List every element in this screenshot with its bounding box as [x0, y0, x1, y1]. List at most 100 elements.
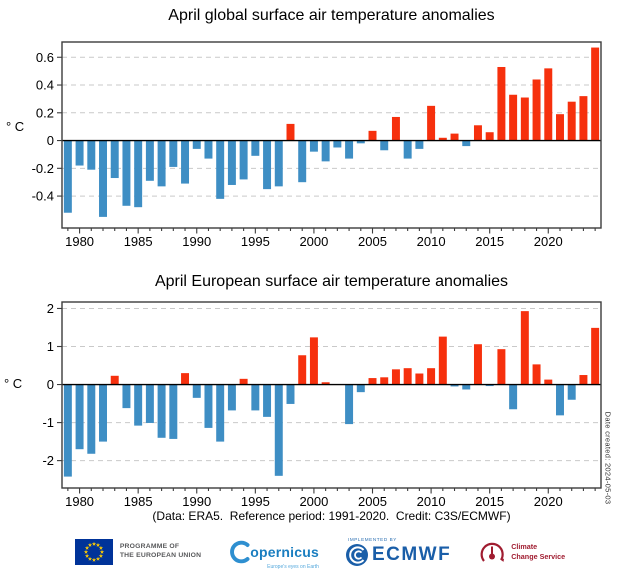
- bar-2023: [579, 375, 588, 385]
- bar-1983: [110, 140, 119, 179]
- bar-1994: [239, 140, 248, 180]
- bar-2012: [450, 133, 459, 141]
- bars: [63, 47, 600, 217]
- bar-1996: [263, 140, 272, 190]
- global-y-axis-label: ° C: [6, 119, 25, 134]
- svg-text:1: 1: [47, 339, 54, 354]
- bar-1994: [239, 378, 248, 385]
- bar-2019: [532, 364, 541, 385]
- bar-1997: [274, 384, 283, 476]
- ecmwf-wordmark: ECMWF: [371, 544, 452, 565]
- bar-2017: [509, 384, 518, 410]
- bar-1986: [145, 384, 154, 423]
- svg-text:2000: 2000: [299, 494, 328, 509]
- bar-1981: [87, 384, 96, 454]
- bar-2023: [579, 96, 588, 141]
- eu-programme-line1: PROGRAMME OF: [119, 543, 180, 551]
- bar-1993: [227, 140, 236, 185]
- eu-programme-line2: THE EUROPEAN UNION: [119, 552, 202, 559]
- climate-change-service-logo: Climate Change Service: [477, 537, 565, 567]
- svg-text:0.4: 0.4: [36, 78, 54, 93]
- bar-2000: [309, 337, 318, 385]
- bar-2017: [509, 94, 518, 141]
- c3s-label-line2: Change Service: [511, 552, 566, 561]
- bar-2006: [380, 140, 389, 151]
- bar-2014: [473, 344, 482, 385]
- bar-1991: [204, 140, 213, 159]
- bar-1992: [216, 140, 225, 199]
- bar-2018: [520, 311, 529, 385]
- bar-2008: [403, 140, 412, 159]
- svg-text:2015: 2015: [475, 494, 504, 509]
- bar-2021: [556, 114, 564, 141]
- bar-1998: [286, 123, 295, 141]
- bar-2003: [345, 384, 354, 425]
- bar-1995: [251, 140, 260, 156]
- bar-2001: [321, 140, 330, 162]
- bar-2020: [544, 68, 553, 141]
- bar-2020: [544, 379, 553, 385]
- european-y-axis-label: ° C: [4, 376, 23, 391]
- bar-2019: [532, 79, 541, 141]
- bar-1999: [298, 355, 307, 385]
- bar-1982: [99, 384, 107, 442]
- svg-text:2010: 2010: [417, 494, 446, 509]
- bar-2002: [333, 140, 342, 148]
- copernicus-wordmark: opernicus: [250, 544, 319, 560]
- svg-text:-1: -1: [42, 415, 54, 430]
- c3s-thermometer-icon: [480, 542, 505, 562]
- svg-text:-0.4: -0.4: [32, 189, 54, 204]
- svg-text:0: 0: [47, 377, 54, 392]
- global-anomalies-bar-chart: 0.6 0.4 0.2 0 -0.2 -0.4 1980 1985 1990 1995 2000 20…: [32, 41, 602, 249]
- bar-1995: [251, 384, 260, 411]
- bar-2009: [415, 140, 424, 149]
- bar-1990: [192, 384, 201, 398]
- c3s-label-line1: Climate: [511, 542, 538, 552]
- bar-2007: [391, 116, 400, 141]
- bar-2004: [356, 384, 365, 393]
- bar-1998: [286, 384, 295, 404]
- bar-2013: [462, 140, 471, 147]
- svg-text:-2: -2: [42, 453, 54, 468]
- svg-text:0.6: 0.6: [36, 50, 54, 65]
- copernicus-tagline: Europe's eyes on Earth: [267, 564, 319, 570]
- svg-text:2020: 2020: [534, 494, 563, 509]
- bar-1979: [63, 140, 72, 213]
- ecmwf-logo: IMPLEMENTED BY ECMWF: [345, 537, 451, 567]
- c3s-label: Climate Change Service: [511, 542, 565, 561]
- bar-1981: [87, 140, 96, 170]
- y-axis-ticks: 2 1 0 -1 -2: [42, 301, 62, 468]
- svg-text:1980: 1980: [65, 234, 94, 249]
- bar-1988: [169, 384, 178, 439]
- bar-1980: [75, 140, 84, 166]
- x-axis-ticks: 1980 1985 1990 1995 2000 2005 2010 2015 2020: [65, 488, 596, 509]
- bar-1997: [274, 140, 283, 187]
- bar-1980: [75, 384, 84, 450]
- bar-1996: [263, 384, 272, 417]
- bar-1983: [110, 375, 119, 385]
- copernicus-swoosh-icon: [230, 540, 250, 564]
- bar-2024: [591, 327, 600, 385]
- bar-1979: [63, 384, 72, 477]
- y-axis-ticks: 0.6 0.4 0.2 0 -0.2 -0.4: [32, 50, 62, 204]
- bar-2014: [473, 125, 482, 141]
- bar-1985: [134, 384, 143, 426]
- bar-2021: [556, 384, 564, 416]
- bar-2011: [438, 336, 447, 385]
- svg-text:1985: 1985: [124, 494, 153, 509]
- bar-2016: [497, 349, 506, 385]
- eu-flag-icon: [74, 539, 113, 565]
- eu-programme-label: PROGRAMME OF THE EUROPEAN UNION: [120, 543, 201, 561]
- bar-2022: [567, 101, 576, 141]
- plot-frame: [61, 301, 602, 489]
- eu-programme-logo: PROGRAMME OF THE EUROPEAN UNION: [74, 539, 201, 565]
- svg-text:2000: 2000: [299, 234, 328, 249]
- svg-text:1990: 1990: [182, 234, 211, 249]
- bar-1993: [227, 384, 236, 411]
- implemented-by-label: IMPLEMENTED BY: [347, 537, 397, 542]
- date-created-label: Date created: 2024-05-03: [603, 411, 613, 505]
- bar-1988: [169, 140, 178, 167]
- bar-1989: [181, 140, 190, 184]
- bar-2010: [427, 368, 436, 385]
- svg-text:2: 2: [47, 301, 54, 316]
